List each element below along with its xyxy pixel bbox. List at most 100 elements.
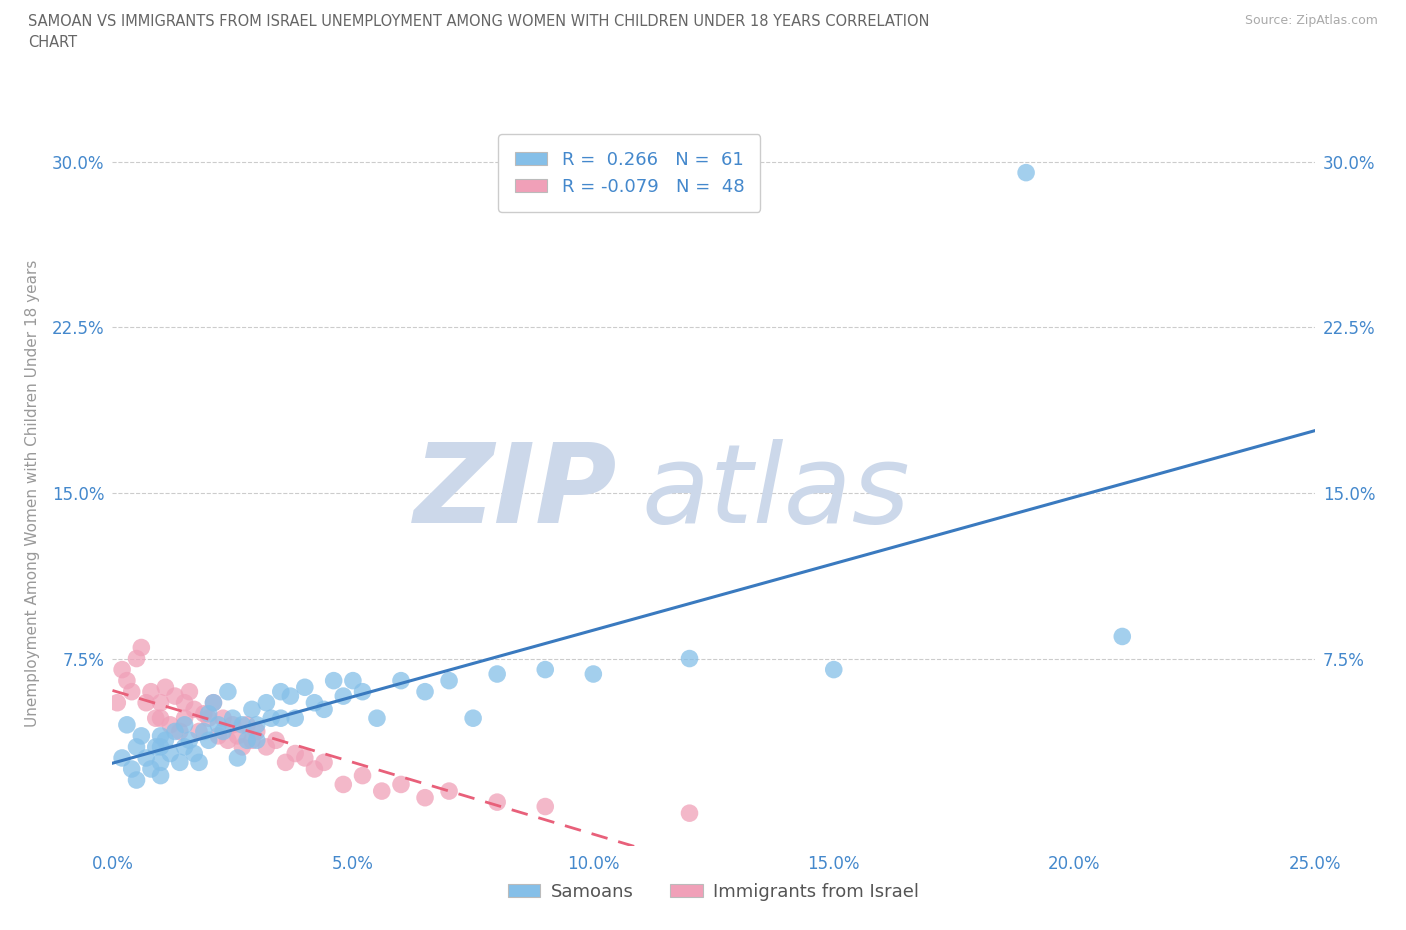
Point <box>149 739 172 754</box>
Point <box>163 688 186 704</box>
Point <box>246 724 269 738</box>
Point <box>236 717 259 732</box>
Point <box>254 739 277 754</box>
Point <box>294 680 316 695</box>
Point <box>125 773 148 788</box>
Point <box>173 717 195 732</box>
Point <box>246 717 269 732</box>
Point <box>280 688 302 704</box>
Point <box>149 768 172 783</box>
Y-axis label: Unemployment Among Women with Children Under 18 years: Unemployment Among Women with Children U… <box>25 259 41 726</box>
Point <box>486 794 509 809</box>
Point <box>212 724 235 738</box>
Point <box>197 707 219 722</box>
Point <box>371 784 394 799</box>
Point <box>179 733 201 748</box>
Point <box>312 755 335 770</box>
Point <box>155 733 177 748</box>
Point <box>264 733 287 748</box>
Point <box>389 673 412 688</box>
Point <box>437 784 460 799</box>
Point <box>413 684 436 699</box>
Point <box>139 684 162 699</box>
Point <box>352 684 374 699</box>
Point <box>145 711 167 725</box>
Point <box>212 711 235 725</box>
Point <box>169 724 191 738</box>
Point <box>105 696 128 711</box>
Point <box>413 790 436 805</box>
Point <box>304 762 326 777</box>
Point <box>678 805 700 820</box>
Point <box>222 717 245 732</box>
Point <box>582 667 605 682</box>
Point <box>131 640 153 655</box>
Point <box>217 733 239 748</box>
Point <box>188 724 211 738</box>
Point <box>217 684 239 699</box>
Point <box>284 711 307 725</box>
Point <box>1015 166 1038 180</box>
Point <box>207 728 229 743</box>
Point <box>240 702 263 717</box>
Point <box>135 696 157 711</box>
Point <box>534 662 557 677</box>
Point <box>274 755 297 770</box>
Point <box>389 777 412 792</box>
Point <box>254 696 277 711</box>
Point <box>173 711 195 725</box>
Text: ZIP: ZIP <box>413 439 617 547</box>
Point <box>332 688 354 704</box>
Point <box>159 717 181 732</box>
Point <box>332 777 354 792</box>
Point <box>149 728 172 743</box>
Point <box>322 673 344 688</box>
Point <box>202 696 225 711</box>
Point <box>294 751 316 765</box>
Point <box>437 673 460 688</box>
Point <box>342 673 364 688</box>
Point <box>823 662 845 677</box>
Point <box>197 733 219 748</box>
Point <box>173 739 195 754</box>
Point <box>260 711 283 725</box>
Point <box>179 684 201 699</box>
Point <box>240 733 263 748</box>
Point <box>169 755 191 770</box>
Point <box>155 680 177 695</box>
Point <box>111 751 134 765</box>
Point <box>678 651 700 666</box>
Point <box>226 751 249 765</box>
Point <box>312 702 335 717</box>
Point <box>534 799 557 814</box>
Point <box>188 755 211 770</box>
Point <box>197 711 219 725</box>
Point <box>115 717 138 732</box>
Point <box>202 696 225 711</box>
Point <box>231 717 253 732</box>
Point <box>461 711 484 725</box>
Point <box>246 733 269 748</box>
Point <box>183 702 205 717</box>
Point <box>236 733 259 748</box>
Point <box>222 711 245 725</box>
Point <box>145 739 167 754</box>
Point <box>159 746 181 761</box>
Legend: Samoans, Immigrants from Israel: Samoans, Immigrants from Israel <box>501 875 927 908</box>
Point <box>149 696 172 711</box>
Point <box>486 667 509 682</box>
Point <box>139 762 162 777</box>
Text: Source: ZipAtlas.com: Source: ZipAtlas.com <box>1244 14 1378 27</box>
Point <box>121 762 143 777</box>
Point <box>135 751 157 765</box>
Point <box>270 711 292 725</box>
Point <box>149 711 172 725</box>
Point <box>193 724 215 738</box>
Text: atlas: atlas <box>641 439 910 547</box>
Point <box>207 717 229 732</box>
Point <box>193 707 215 722</box>
Point <box>284 746 307 761</box>
Point <box>1111 629 1133 644</box>
Point <box>115 673 138 688</box>
Point <box>366 711 388 725</box>
